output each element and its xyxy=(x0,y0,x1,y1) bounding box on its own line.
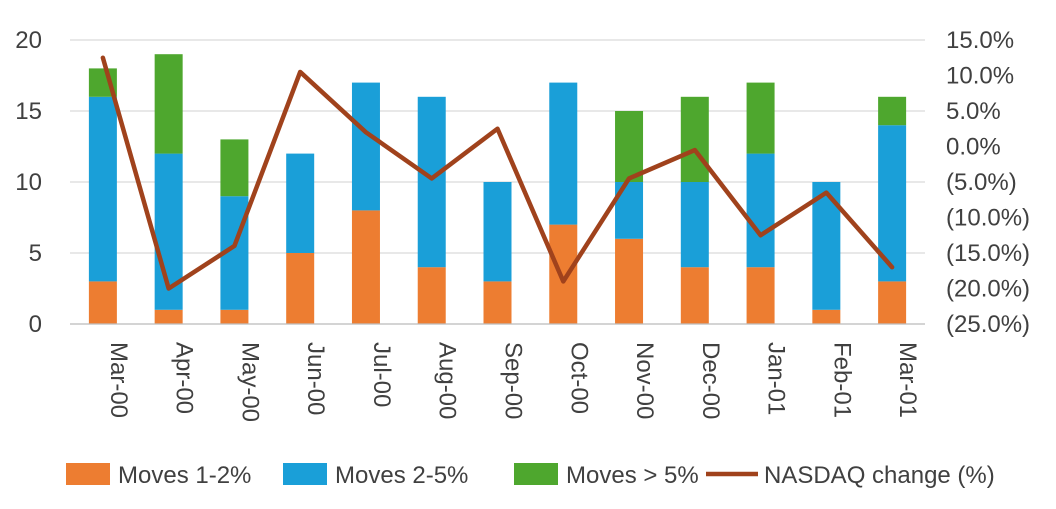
right-tick-label: (10.0%) xyxy=(946,205,1030,232)
bar-moves-1-2-8 xyxy=(615,239,643,324)
bar-moves-2-5-7 xyxy=(549,83,577,225)
right-tick-label: (20.0%) xyxy=(946,276,1030,303)
bar-moves-5-10 xyxy=(747,83,775,154)
x-tick-label: May-00 xyxy=(236,342,263,422)
bar-moves-5-2 xyxy=(220,139,248,196)
legend-label: Moves > 5% xyxy=(566,462,699,489)
bar-moves-1-2-4 xyxy=(352,210,380,324)
x-tick-label: Sep-00 xyxy=(500,342,527,419)
x-tick-label: Nov-00 xyxy=(631,342,658,419)
x-tick-label: Jul-00 xyxy=(368,342,395,407)
left-tick-label: 5 xyxy=(29,240,42,267)
bar-moves-2-5-10 xyxy=(747,154,775,268)
bar-moves-1-2-5 xyxy=(418,267,446,324)
x-tick-label: Jan-01 xyxy=(763,342,790,415)
bar-moves-5-9 xyxy=(681,97,709,182)
legend: Moves 1-2% Moves 2-5% Moves > 5% NASDAQ cha… xyxy=(66,462,995,489)
bar-moves-5-1 xyxy=(155,54,183,153)
bar-moves-2-5-4 xyxy=(352,83,380,211)
bar-moves-2-5-3 xyxy=(286,154,314,253)
bar-moves-2-5-5 xyxy=(418,97,446,267)
bar-moves-1-2-1 xyxy=(155,310,183,324)
right-tick-label: (25.0%) xyxy=(946,311,1030,338)
right-tick-label: 10.0% xyxy=(946,63,1014,90)
bar-moves-1-2-10 xyxy=(747,267,775,324)
x-tick-label: Feb-01 xyxy=(828,342,855,418)
left-tick-label: 15 xyxy=(15,98,42,125)
bars xyxy=(89,54,906,324)
bar-moves-1-2-7 xyxy=(549,225,577,324)
bar-moves-2-5-9 xyxy=(681,182,709,267)
right-tick-label: 5.0% xyxy=(946,98,1001,125)
right-tick-label: 15.0% xyxy=(946,27,1014,54)
x-tick-label: Dec-00 xyxy=(697,342,724,419)
bar-moves-2-5-0 xyxy=(89,97,117,282)
left-tick-label: 0 xyxy=(29,311,42,338)
bar-moves-1-2-3 xyxy=(286,253,314,324)
bar-moves-1-2-12 xyxy=(878,281,906,324)
x-tick-label: Mar-00 xyxy=(105,342,132,418)
legend-swatch xyxy=(66,463,110,485)
x-tick-label: Apr-00 xyxy=(171,342,198,414)
legend-label: Moves 2-5% xyxy=(335,462,468,489)
bar-moves-5-12 xyxy=(878,97,906,125)
x-tick-label: Mar-01 xyxy=(894,342,921,418)
legend-label: NASDAQ change (%) xyxy=(764,462,995,489)
legend-swatch xyxy=(283,463,327,485)
bar-moves-2-5-6 xyxy=(484,182,512,281)
left-tick-label: 10 xyxy=(15,169,42,196)
x-axis: Mar-00 Apr-00 May-00 Jun-00 Jul-00 Aug-00 Sep-… xyxy=(70,324,925,422)
right-tick-label: (5.0%) xyxy=(946,169,1017,196)
left-tick-label: 20 xyxy=(15,27,42,54)
right-axis: 15.0% 10.0% 5.0% 0.0% (5.0%) (10.0%) (15.0%) (2… xyxy=(946,27,1030,338)
x-tick-label: Oct-00 xyxy=(565,342,592,414)
bar-moves-1-2-9 xyxy=(681,267,709,324)
bar-moves-5-8 xyxy=(615,111,643,182)
legend-swatch xyxy=(514,463,558,485)
left-axis: 0 5 10 15 20 xyxy=(15,27,42,338)
x-tick-label: Jun-00 xyxy=(302,342,329,415)
right-tick-label: 0.0% xyxy=(946,134,1001,161)
bar-moves-1-2-2 xyxy=(220,310,248,324)
right-tick-label: (15.0%) xyxy=(946,240,1030,267)
bar-moves-1-2-6 xyxy=(484,281,512,324)
bar-moves-1-2-0 xyxy=(89,281,117,324)
bar-moves-1-2-11 xyxy=(812,310,840,324)
x-tick-label: Aug-00 xyxy=(434,342,461,419)
legend-label: Moves 1-2% xyxy=(118,462,251,489)
